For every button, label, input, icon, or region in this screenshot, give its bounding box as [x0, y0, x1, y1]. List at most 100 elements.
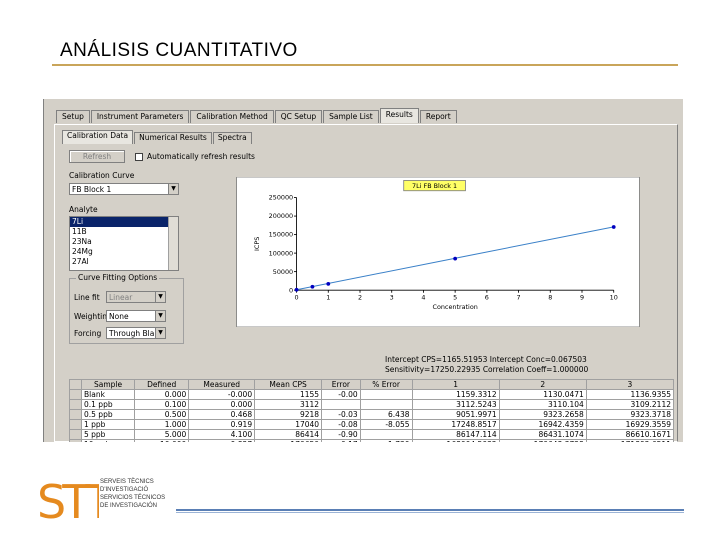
equation-line-2: Sensitivity=17250.22935 Correlation Coef… [385, 365, 589, 374]
y-axis-label: ICPS [253, 237, 261, 251]
data-point [326, 281, 331, 286]
table-cell [359, 429, 413, 440]
column-header[interactable]: 1 [411, 379, 500, 390]
tab-numerical-results[interactable]: Numerical Results [134, 132, 212, 144]
list-item[interactable]: 24Mg [72, 247, 93, 256]
row-header-cell[interactable] [69, 439, 82, 442]
forcing-select[interactable]: Through Blank ▼ [106, 327, 166, 339]
calibration-curve-select[interactable]: FB Block 1 ▼ [69, 183, 179, 195]
tab-sample-list[interactable]: Sample List [323, 110, 379, 123]
list-item[interactable]: 11B [72, 227, 87, 236]
weighting-select[interactable]: None ▼ [106, 310, 166, 322]
column-header[interactable]: Measured [188, 379, 256, 390]
row-header-cell[interactable] [69, 409, 82, 420]
table-cell: 3110.104 [498, 399, 587, 410]
table-row[interactable]: 1 ppb 1.000 0.919 17040 -0.08 -8.055 17248.851… [69, 419, 675, 430]
analyte-scrollbar[interactable] [168, 217, 178, 270]
row-header-cell[interactable] [69, 399, 82, 410]
column-header[interactable]: Error [321, 379, 361, 390]
table-cell: 10 ppb [80, 439, 136, 442]
tab-qc-setup[interactable]: QC Setup [274, 110, 323, 123]
table-row[interactable]: 0.1 ppb 0.100 0.000 3112 3112.5243 3110.104 31… [69, 399, 675, 410]
x-tick-label: 2 [358, 294, 362, 302]
y-tick-label: 50000 [273, 268, 293, 276]
logo-text: SERVEIS TÈCNICS D'INVESTIGACIÓ SERVICIOS… [100, 478, 165, 510]
tab-spectra[interactable]: Spectra [212, 132, 252, 144]
table-cell: 86147.114 [411, 429, 500, 440]
x-tick-label: 8 [548, 294, 552, 302]
column-header[interactable]: 3 [585, 379, 675, 390]
chevron-down-icon[interactable]: ▼ [155, 311, 165, 321]
column-header[interactable]: Defined [134, 379, 190, 390]
logo-line-1: SERVEIS TÈCNICS [100, 479, 154, 485]
table-row[interactable]: Blank 0.000 -0.000 1155 -0.00 1159.3312 1130.0… [69, 389, 675, 400]
line-fit-select[interactable]: Linear ▼ [106, 291, 166, 303]
logo-line-4: DE INVESTIGACIÓN [100, 503, 158, 509]
software-screenshot: Setup Instrument Parameters Calibration … [43, 99, 683, 442]
row-header-cell[interactable] [69, 429, 82, 440]
table-cell: Blank [80, 389, 136, 400]
table-cell: 86610.1671 [585, 429, 675, 440]
table-cell: 16929.3559 [585, 419, 675, 430]
auto-refresh-label: Automatically refresh results [147, 152, 255, 161]
tab-report[interactable]: Report [419, 110, 457, 123]
chart-background [236, 177, 640, 327]
data-point [453, 256, 458, 261]
table-row[interactable]: 5 ppb 5.000 4.100 86414 -0.90 86147.114 86431.… [69, 429, 675, 440]
table-row[interactable]: 0.5 ppb 0.500 0.468 9218 -0.03 6.438 9051.9971… [69, 409, 675, 420]
calibration-chart: 7Li FB Block 1 0 1 2 3 4 5 6 7 8 9 10 0 50000 100000 1… [236, 177, 640, 327]
table-cell: -8.055 [359, 419, 413, 430]
row-header-cell[interactable] [69, 419, 82, 430]
analyte-list[interactable]: 7Li 11B 23Na 24Mg 27Al [69, 216, 179, 271]
table-cell: 17248.8517 [411, 419, 500, 430]
column-header[interactable]: % Error [359, 379, 413, 390]
logo-letters: STTI [37, 475, 99, 526]
column-header[interactable]: 2 [498, 379, 587, 390]
table-body: Blank 0.000 -0.000 1155 -0.00 1159.3312 1130.0… [69, 389, 675, 442]
table-cell: 0.919 [188, 419, 256, 430]
y-tick-label: 250000 [269, 194, 293, 202]
tab-calibration-data[interactable]: Calibration Data [62, 130, 134, 144]
list-item[interactable]: 7Li [70, 217, 178, 227]
tab-results[interactable]: Results [379, 108, 419, 123]
tab-instrument-parameters[interactable]: Instrument Parameters [90, 110, 190, 123]
table-row[interactable]: 10 ppb10.0009.827170650-0.17-1.730168004… [69, 439, 675, 442]
table-cell: -0.03 [321, 409, 361, 420]
results-table: Sample Defined Measured Mean CPS Error %… [69, 379, 675, 442]
chart-plot-area: 0 1 2 3 4 5 6 7 8 9 10 0 50000 100000 150000 200000 2500… [253, 194, 618, 311]
table-cell: 170650 [254, 439, 323, 442]
table-cell [321, 399, 361, 410]
x-tick-label: 7 [517, 294, 521, 302]
table-cell: -0.08 [321, 419, 361, 430]
table-cell: 17040 [254, 419, 323, 430]
table-cell: 0.000 [134, 389, 190, 400]
list-item[interactable]: 27Al [72, 257, 89, 266]
tab-setup[interactable]: Setup [56, 110, 90, 123]
table-cell: 0.468 [188, 409, 256, 420]
chevron-down-icon[interactable]: ▼ [155, 328, 165, 338]
table-cell: 5.000 [134, 429, 190, 440]
table-cell: 170648.3728 [498, 439, 587, 442]
stti-logo: STTI [37, 475, 99, 526]
row-header-cell[interactable] [69, 389, 82, 400]
table-cell: 9218 [254, 409, 323, 420]
refresh-button[interactable]: Refresh [69, 150, 125, 163]
chevron-down-icon[interactable]: ▼ [168, 184, 178, 194]
analyte-label: Analyte [69, 205, 98, 214]
table-cell: 0.500 [134, 409, 190, 420]
forcing-label: Forcing [74, 329, 102, 338]
title-divider [52, 64, 678, 66]
logo-line-2: D'INVESTIGACIÓ [100, 487, 149, 493]
auto-refresh-checkbox[interactable] [135, 153, 143, 161]
list-item[interactable]: 23Na [72, 237, 92, 246]
x-tick-label: 1 [326, 294, 330, 302]
table-cell: 6.438 [359, 409, 413, 420]
slide-title: ANÁLISIS CUANTITATIVO [60, 40, 298, 61]
tab-calibration-method[interactable]: Calibration Method [190, 110, 274, 123]
column-header[interactable]: Mean CPS [254, 379, 323, 390]
chevron-down-icon[interactable]: ▼ [155, 292, 165, 302]
row-header-corner [69, 379, 82, 390]
x-tick-label: 6 [485, 294, 489, 302]
y-tick-label: 200000 [269, 212, 293, 220]
column-header[interactable]: Sample [80, 379, 136, 390]
